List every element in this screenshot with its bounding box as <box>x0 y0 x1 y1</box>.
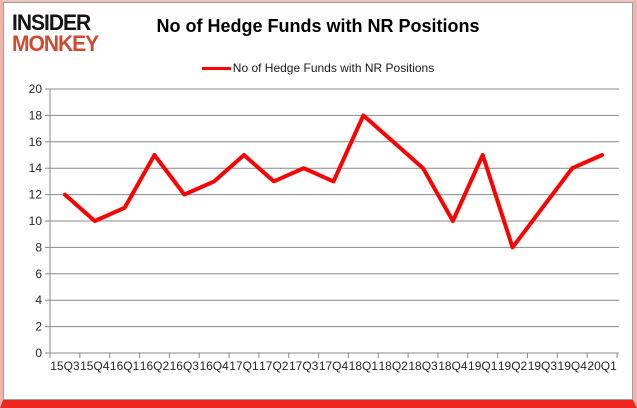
x-axis-label: 16Q4 <box>199 359 229 373</box>
y-axis-label: 14 <box>29 161 43 175</box>
series-line <box>62 113 605 250</box>
line-chart-plot: 0 2 4 6 8 10 12 14 16 18 20 15Q3 15Q4 16Q1 16Q2 16Q3 16Q… <box>29 82 619 373</box>
y-axis-label: 20 <box>29 82 43 96</box>
x-axis-label: 15Q4 <box>80 359 110 373</box>
chart-title: No of Hedge Funds with NR Positions <box>156 16 480 36</box>
x-axis-label: 20Q1 <box>587 359 617 373</box>
x-axis-label: 19Q4 <box>558 359 588 373</box>
x-axis-label: 18Q4 <box>438 359 468 373</box>
x-axis-label: 18Q1 <box>349 359 379 373</box>
legend-line-swatch <box>201 66 231 70</box>
x-axis-label: 16Q3 <box>170 359 200 373</box>
x-axis-label: 18Q2 <box>379 359 409 373</box>
chart-legend: No of Hedge Funds with NR Positions <box>4 61 632 75</box>
x-axis-label: 17Q3 <box>289 359 319 373</box>
y-axis-label: 6 <box>35 267 42 281</box>
x-axis-label: 18Q3 <box>408 359 438 373</box>
y-axis-label: 12 <box>29 188 43 202</box>
y-axis-label: 18 <box>29 108 43 122</box>
x-axis-label: 19Q1 <box>468 359 498 373</box>
chart-card: INSIDER MONKEY No of Hedge Funds with NR… <box>3 2 633 400</box>
logo-line-insider: INSIDER <box>12 10 91 36</box>
y-axis-label: 2 <box>35 320 42 334</box>
x-axis-label: 17Q1 <box>229 359 259 373</box>
x-axis-label: 16Q2 <box>140 359 170 373</box>
x-axis-label: 19Q2 <box>498 359 528 373</box>
legend-label: No of Hedge Funds with NR Positions <box>232 61 435 75</box>
x-axis-label: 15Q3 <box>50 359 80 373</box>
y-axis-label: 10 <box>29 214 43 228</box>
y-axis-label: 8 <box>35 240 42 254</box>
y-axis-label: 4 <box>35 293 42 307</box>
insider-monkey-logo: INSIDER MONKEY <box>12 10 99 56</box>
y-axis-label: 0 <box>35 346 42 360</box>
x-axis-label: 19Q3 <box>528 359 558 373</box>
x-axis-label: 17Q4 <box>319 359 349 373</box>
x-axis-label: 17Q2 <box>259 359 289 373</box>
x-axis-label: 16Q1 <box>110 359 140 373</box>
logo-line-monkey: MONKEY <box>12 31 99 56</box>
y-axis-label: 16 <box>29 135 43 149</box>
